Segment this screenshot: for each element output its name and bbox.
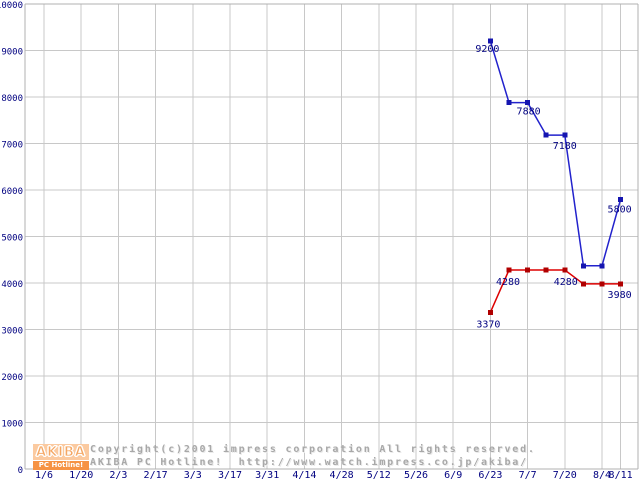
y-axis-tick-label: 9000 (1, 48, 23, 58)
x-axis-tick-label: 5/12 (367, 470, 391, 480)
data-point-label: 5800 (608, 204, 632, 215)
x-axis-tick-label: 4/28 (330, 470, 354, 480)
site-url-line: AKIBA PC Hotline! http://www.watch.impre… (90, 457, 528, 468)
data-point-label: 7180 (553, 141, 577, 152)
x-axis-tick-label: 7/20 (553, 470, 577, 480)
logo-akiba-wordmark: AKIBA (33, 444, 89, 460)
red-price-line-marker (487, 309, 493, 315)
data-point-label: 7880 (517, 107, 541, 118)
red-price-line-marker (506, 267, 512, 273)
blue-price-line-marker (562, 132, 568, 138)
red-price-line (489, 269, 621, 313)
x-axis-tick-label: 6/23 (478, 470, 502, 480)
data-point-label: 4280 (496, 277, 520, 288)
y-axis-tick-label: 6000 (1, 187, 23, 197)
x-axis-tick-label: 2/3 (109, 470, 127, 480)
copyright-line: Copyright(c)2001 impress corporation All… (90, 444, 536, 455)
y-axis-tick-label: 0 (18, 466, 23, 476)
data-point-label: 4280 (554, 277, 578, 288)
red-price-line-marker (599, 281, 605, 287)
red-price-line-marker (525, 267, 531, 273)
data-point-label: 3370 (476, 319, 500, 330)
x-axis-tick-label: 2/17 (144, 470, 168, 480)
y-axis-tick-label: 1000 (1, 420, 23, 430)
red-price-line-marker (580, 281, 586, 287)
y-axis-tick-label: 8000 (1, 94, 23, 104)
x-axis-tick-label: 1/20 (69, 470, 93, 480)
red-price-line-marker (618, 281, 624, 287)
red-price-line-marker (543, 267, 549, 273)
y-axis-tick-label: 5000 (1, 234, 23, 244)
x-axis-tick-label: 3/31 (255, 470, 279, 480)
blue-price-line-marker (543, 132, 549, 138)
blue-price-line-marker (599, 263, 605, 269)
x-axis-tick-label: 4/14 (292, 470, 316, 480)
blue-price-line-marker (580, 263, 586, 269)
akiba-pc-hotline-logo: AKIBA PC Hotline! (33, 444, 89, 470)
x-axis-tick-label: 8/11 (609, 470, 633, 480)
data-point-label: 3980 (608, 290, 632, 301)
blue-price-line-marker (618, 196, 624, 202)
blue-price-line-marker (487, 38, 493, 44)
x-axis-tick-label: 1/6 (35, 470, 53, 480)
y-axis-tick-label: 4000 (1, 280, 23, 290)
y-axis-tick-label: 10000 (0, 1, 23, 11)
x-axis-tick-label: 8/4 (593, 470, 611, 480)
y-axis-tick-label: 2000 (1, 373, 23, 383)
logo-pc-hotline-banner: PC Hotline! (33, 460, 89, 470)
x-axis-tick-label: 3/17 (218, 470, 242, 480)
blue-price-line-marker (506, 100, 512, 106)
x-axis-tick-label: 6/9 (444, 470, 462, 480)
y-axis-tick-label: 3000 (1, 327, 23, 337)
x-axis-tick-label: 3/3 (184, 470, 202, 480)
y-axis-tick-label: 7000 (1, 141, 23, 151)
blue-price-line (489, 40, 622, 267)
red-price-line-marker (562, 267, 568, 273)
data-point-label: 9200 (475, 44, 499, 55)
blue-price-line-marker (525, 100, 531, 106)
x-axis-tick-label: 7/7 (519, 470, 537, 480)
x-axis-tick-label: 5/26 (404, 470, 428, 480)
